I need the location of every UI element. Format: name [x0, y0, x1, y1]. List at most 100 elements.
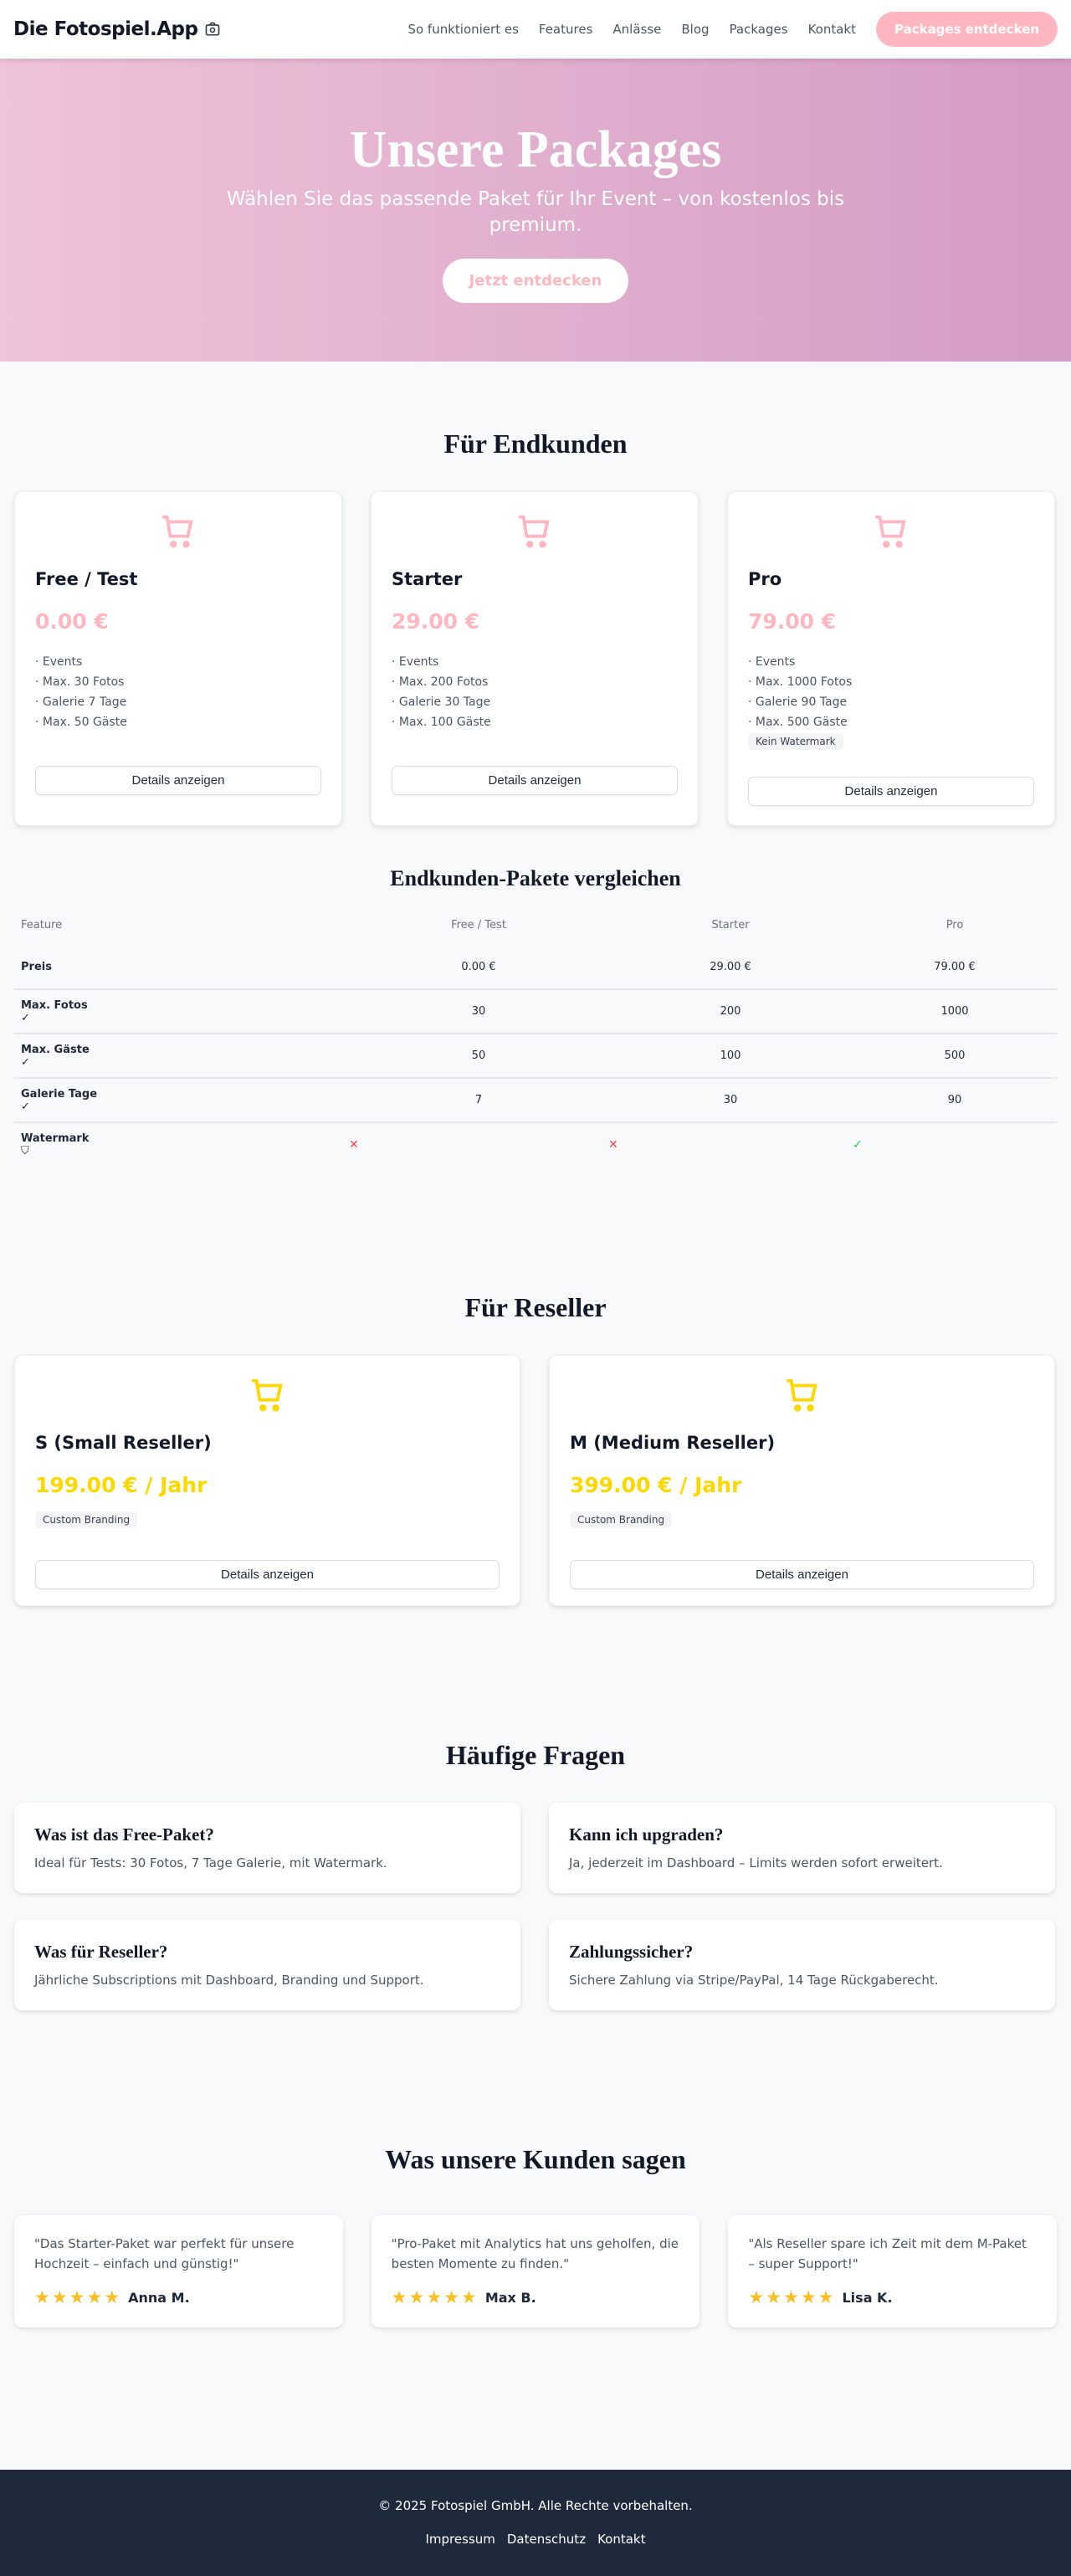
jetzt-entdecken-button[interactable]: Jetzt entdecken [442, 259, 629, 304]
package-name: M (Medium Reseller) [570, 1433, 776, 1453]
feature-list: · Events · Max. 1000 Fotos · Galerie 90 Ta… [748, 652, 1034, 732]
star-icon: ★ [69, 2287, 85, 2307]
feature-item: · Events [35, 655, 83, 669]
nav-link-features[interactable]: Features [538, 22, 593, 37]
hero-title: Unsere Packages [349, 121, 722, 178]
star-icon: ★ [748, 2287, 765, 2307]
feature-item: · Max. 30 Fotos [35, 675, 125, 689]
col-header: Feature [21, 918, 63, 931]
feature-label: Galerie Tage [21, 1087, 98, 1101]
package-name: S (Small Reseller) [35, 1433, 212, 1453]
value-cell: 200 [720, 1005, 741, 1018]
footer-link-datenschutz[interactable]: Datenschutz [506, 2532, 587, 2547]
col-header: Starter [711, 918, 750, 931]
cart-icon [161, 515, 193, 548]
details-button[interactable]: Details anzeigen [392, 766, 678, 795]
reseller-card: S (Small Reseller) 199.00 € / Jahr Custo… [14, 1355, 520, 1606]
feature-label: Max. Fotos [21, 998, 88, 1012]
details-button[interactable]: Details anzeigen [570, 1560, 1034, 1589]
testimonial-text: "Pro-Paket mit Analytics hat uns geholfe… [391, 2236, 679, 2271]
table-row: Galerie Tage ✓ 7 30 90 [14, 1078, 1057, 1122]
footer-link-kontakt[interactable]: Kontakt [597, 2532, 646, 2547]
testimonial-card: "Das Starter-Paket war perfekt für unser… [14, 2215, 343, 2327]
table-row: Preis 0.00 € 29.00 € 79.00 € [14, 945, 1057, 989]
cart-icon [251, 1378, 283, 1412]
package-name: Pro [748, 569, 782, 589]
details-button[interactable]: Details anzeigen [35, 766, 321, 795]
footer: © 2025 Fotospiel GmbH. Alle Rechte vorbe… [0, 2470, 1071, 2576]
testimonial-author: Max B. [484, 2289, 536, 2306]
feature-cell: Galerie Tage ✓ [14, 1078, 349, 1122]
faq-question: Kann ich upgraden? [569, 1824, 724, 1845]
package-name: Starter [392, 569, 463, 589]
feature-item: · Galerie 7 Tage [35, 695, 127, 709]
package-tag: Custom Branding [570, 1511, 673, 1528]
nav-link-anlaesse[interactable]: Anlässe [612, 22, 662, 37]
value-cell: 1000 [940, 1005, 969, 1018]
value-cell: 50 [471, 1049, 486, 1062]
nav-link-blog[interactable]: Blog [681, 22, 710, 37]
cart-icon [518, 515, 550, 548]
package-price: 79.00 € [748, 609, 837, 634]
value-cell: 79.00 € [934, 960, 976, 973]
check-icon: ✓ [21, 1100, 30, 1113]
feature-item: · Max. 500 Gäste [748, 716, 848, 729]
feature-item: · Max. 1000 Fotos [748, 675, 853, 689]
star-icon: ★ [391, 2287, 407, 2307]
shield-icon: ⛉ [21, 1145, 29, 1157]
faq-title: Häufige Fragen [445, 1740, 626, 1770]
feature-list: · Events · Max. 30 Fotos · Galerie 7 Tage ·… [35, 652, 321, 732]
nav-link-packages[interactable]: Packages [729, 22, 788, 37]
packages-entdecken-button[interactable]: Packages entdecken [875, 12, 1058, 47]
value-cell: 500 [944, 1049, 966, 1062]
feature-item: · Max. 50 Gäste [35, 716, 127, 729]
testimonial-author: Anna M. [128, 2289, 190, 2306]
star-icon: ★ [817, 2287, 834, 2307]
footer-link-impressum[interactable]: Impressum [425, 2532, 495, 2547]
faq-question: Was für Reseller? [34, 1942, 168, 1962]
details-button[interactable]: Details anzeigen [748, 777, 1034, 806]
compare-table: Feature Free / Test Starter Pro Preis 0.… [14, 905, 1057, 1167]
faq-answer: Jährliche Subscriptions mit Dashboard, B… [34, 1973, 424, 1988]
logo[interactable]: Die Fotospiel.App [13, 18, 221, 40]
faq-question: Zahlungssicher? [569, 1942, 694, 1962]
faq-answer: Sichere Zahlung via Stripe/PayPal, 14 Ta… [569, 1973, 939, 1988]
check-icon: ✓ [21, 1011, 30, 1024]
nav-link-so-funktioniert-es[interactable]: So funktioniert es [407, 22, 519, 37]
feature-cell: Watermark ⛉ [14, 1122, 349, 1167]
feature-item: · Galerie 30 Tage [392, 695, 491, 709]
copyright: © 2025 Fotospiel GmbH. Alle Rechte vorbe… [378, 2498, 693, 2513]
details-button[interactable]: Details anzeigen [35, 1560, 500, 1589]
value-cell: 30 [471, 1005, 486, 1018]
hero-subtitle: Wählen Sie das passende Paket für Ihr Ev… [226, 188, 845, 237]
logo-text: Die Fotospiel.App [13, 18, 198, 40]
feature-list: · Events · Max. 200 Fotos · Galerie 30 Tag… [392, 652, 678, 732]
faq-item: Was für Reseller? Jährliche Subscriptions… [14, 1920, 520, 2010]
value-cell: 0.00 € [461, 960, 496, 973]
check-icon: ✓ [21, 1055, 30, 1069]
package-tag: Kein Watermark [748, 733, 843, 750]
table-row: Watermark ⛉ ✕ ✕ ✓ [14, 1122, 1057, 1167]
reseller-cards: S (Small Reseller) 199.00 € / Jahr Custo… [0, 1355, 1071, 1606]
value-cell: 100 [720, 1049, 741, 1062]
rating: ★ ★ ★ ★ ★ Lisa K. [748, 2287, 1037, 2307]
table-row: Max. Gäste ✓ 50 100 500 [14, 1034, 1057, 1078]
feature-cell: Max. Gäste ✓ [14, 1034, 349, 1078]
cross-icon: ✕ [608, 1138, 618, 1152]
star-icon: ★ [34, 2287, 50, 2307]
package-tag: Custom Branding [35, 1511, 138, 1528]
star-icon: ★ [766, 2287, 781, 2307]
reseller-title: Für Reseller [464, 1292, 607, 1322]
star-icon: ★ [104, 2287, 120, 2307]
feature-label: Watermark [21, 1132, 90, 1145]
testimonial-author: Lisa K. [842, 2289, 893, 2306]
nav-link-kontakt[interactable]: Kontakt [807, 22, 856, 37]
endkunden-cards: Free / Test 0.00 € · Events · Max. 30 Fot… [0, 491, 1071, 826]
value-cell: 30 [723, 1094, 738, 1106]
star-icon: ★ [51, 2287, 68, 2307]
hero: Unsere Packages Wählen Sie das passende … [0, 59, 1071, 362]
rating: ★ ★ ★ ★ ★ Anna M. [34, 2287, 323, 2307]
reseller-card: M (Medium Reseller) 399.00 € / Jahr Cust… [549, 1355, 1055, 1606]
package-price: 0.00 € [35, 609, 109, 634]
package-price: 399.00 € / Jahr [570, 1473, 742, 1497]
